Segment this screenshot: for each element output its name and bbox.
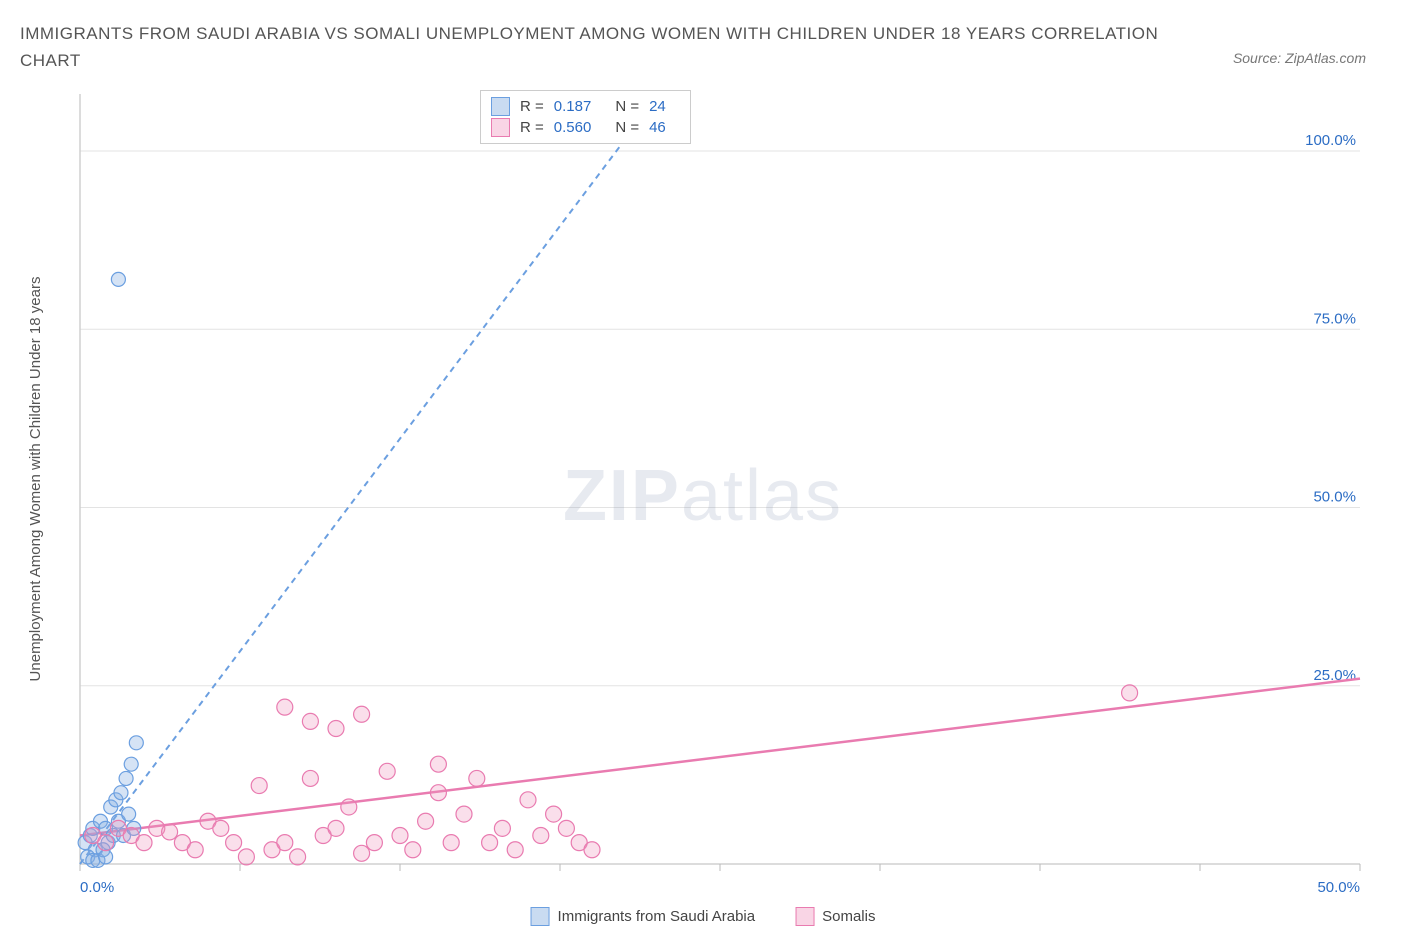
legend-item: Somalis [795, 907, 875, 926]
r-value: 0.187 [554, 98, 592, 115]
legend-swatch [795, 907, 814, 926]
svg-text:50.0%: 50.0% [1317, 879, 1360, 896]
svg-text:75.0%: 75.0% [1313, 311, 1356, 328]
svg-text:Unemployment Among Women with: Unemployment Among Women with Children U… [27, 277, 44, 682]
legend-item: Immigrants from Saudi Arabia [531, 907, 756, 926]
stats-row: R = 0.187 N = 24 [491, 97, 680, 116]
svg-text:0.0%: 0.0% [80, 879, 114, 896]
r-label: R = [520, 119, 544, 136]
n-label: N = [615, 119, 639, 136]
source-attribution: Source: ZipAtlas.com [1233, 50, 1366, 66]
svg-text:100.0%: 100.0% [1305, 132, 1356, 149]
r-value: 0.560 [554, 119, 592, 136]
correlation-stats-box: R = 0.187 N = 24 R = 0.560 N = 46 [480, 90, 691, 144]
series-swatch [491, 97, 510, 116]
legend-label: Immigrants from Saudi Arabia [558, 908, 756, 925]
source-label: Source: [1233, 50, 1285, 66]
chart-area: 25.0%50.0%75.0%100.0%0.0%50.0%Unemployme… [20, 84, 1386, 924]
n-label: N = [615, 98, 639, 115]
n-value: 24 [649, 98, 666, 115]
legend-label: Somalis [822, 908, 875, 925]
legend-swatch [531, 907, 550, 926]
svg-text:50.0%: 50.0% [1313, 489, 1356, 506]
source-name: ZipAtlas.com [1285, 50, 1366, 66]
series-legend: Immigrants from Saudi Arabia Somalis [531, 907, 876, 926]
series-swatch [491, 118, 510, 137]
chart-title: IMMIGRANTS FROM SAUDI ARABIA VS SOMALI U… [20, 20, 1170, 74]
stats-row: R = 0.560 N = 46 [491, 118, 680, 137]
r-label: R = [520, 98, 544, 115]
n-value: 46 [649, 119, 666, 136]
scatter-plot-svg: 25.0%50.0%75.0%100.0%0.0%50.0%Unemployme… [20, 84, 1386, 924]
